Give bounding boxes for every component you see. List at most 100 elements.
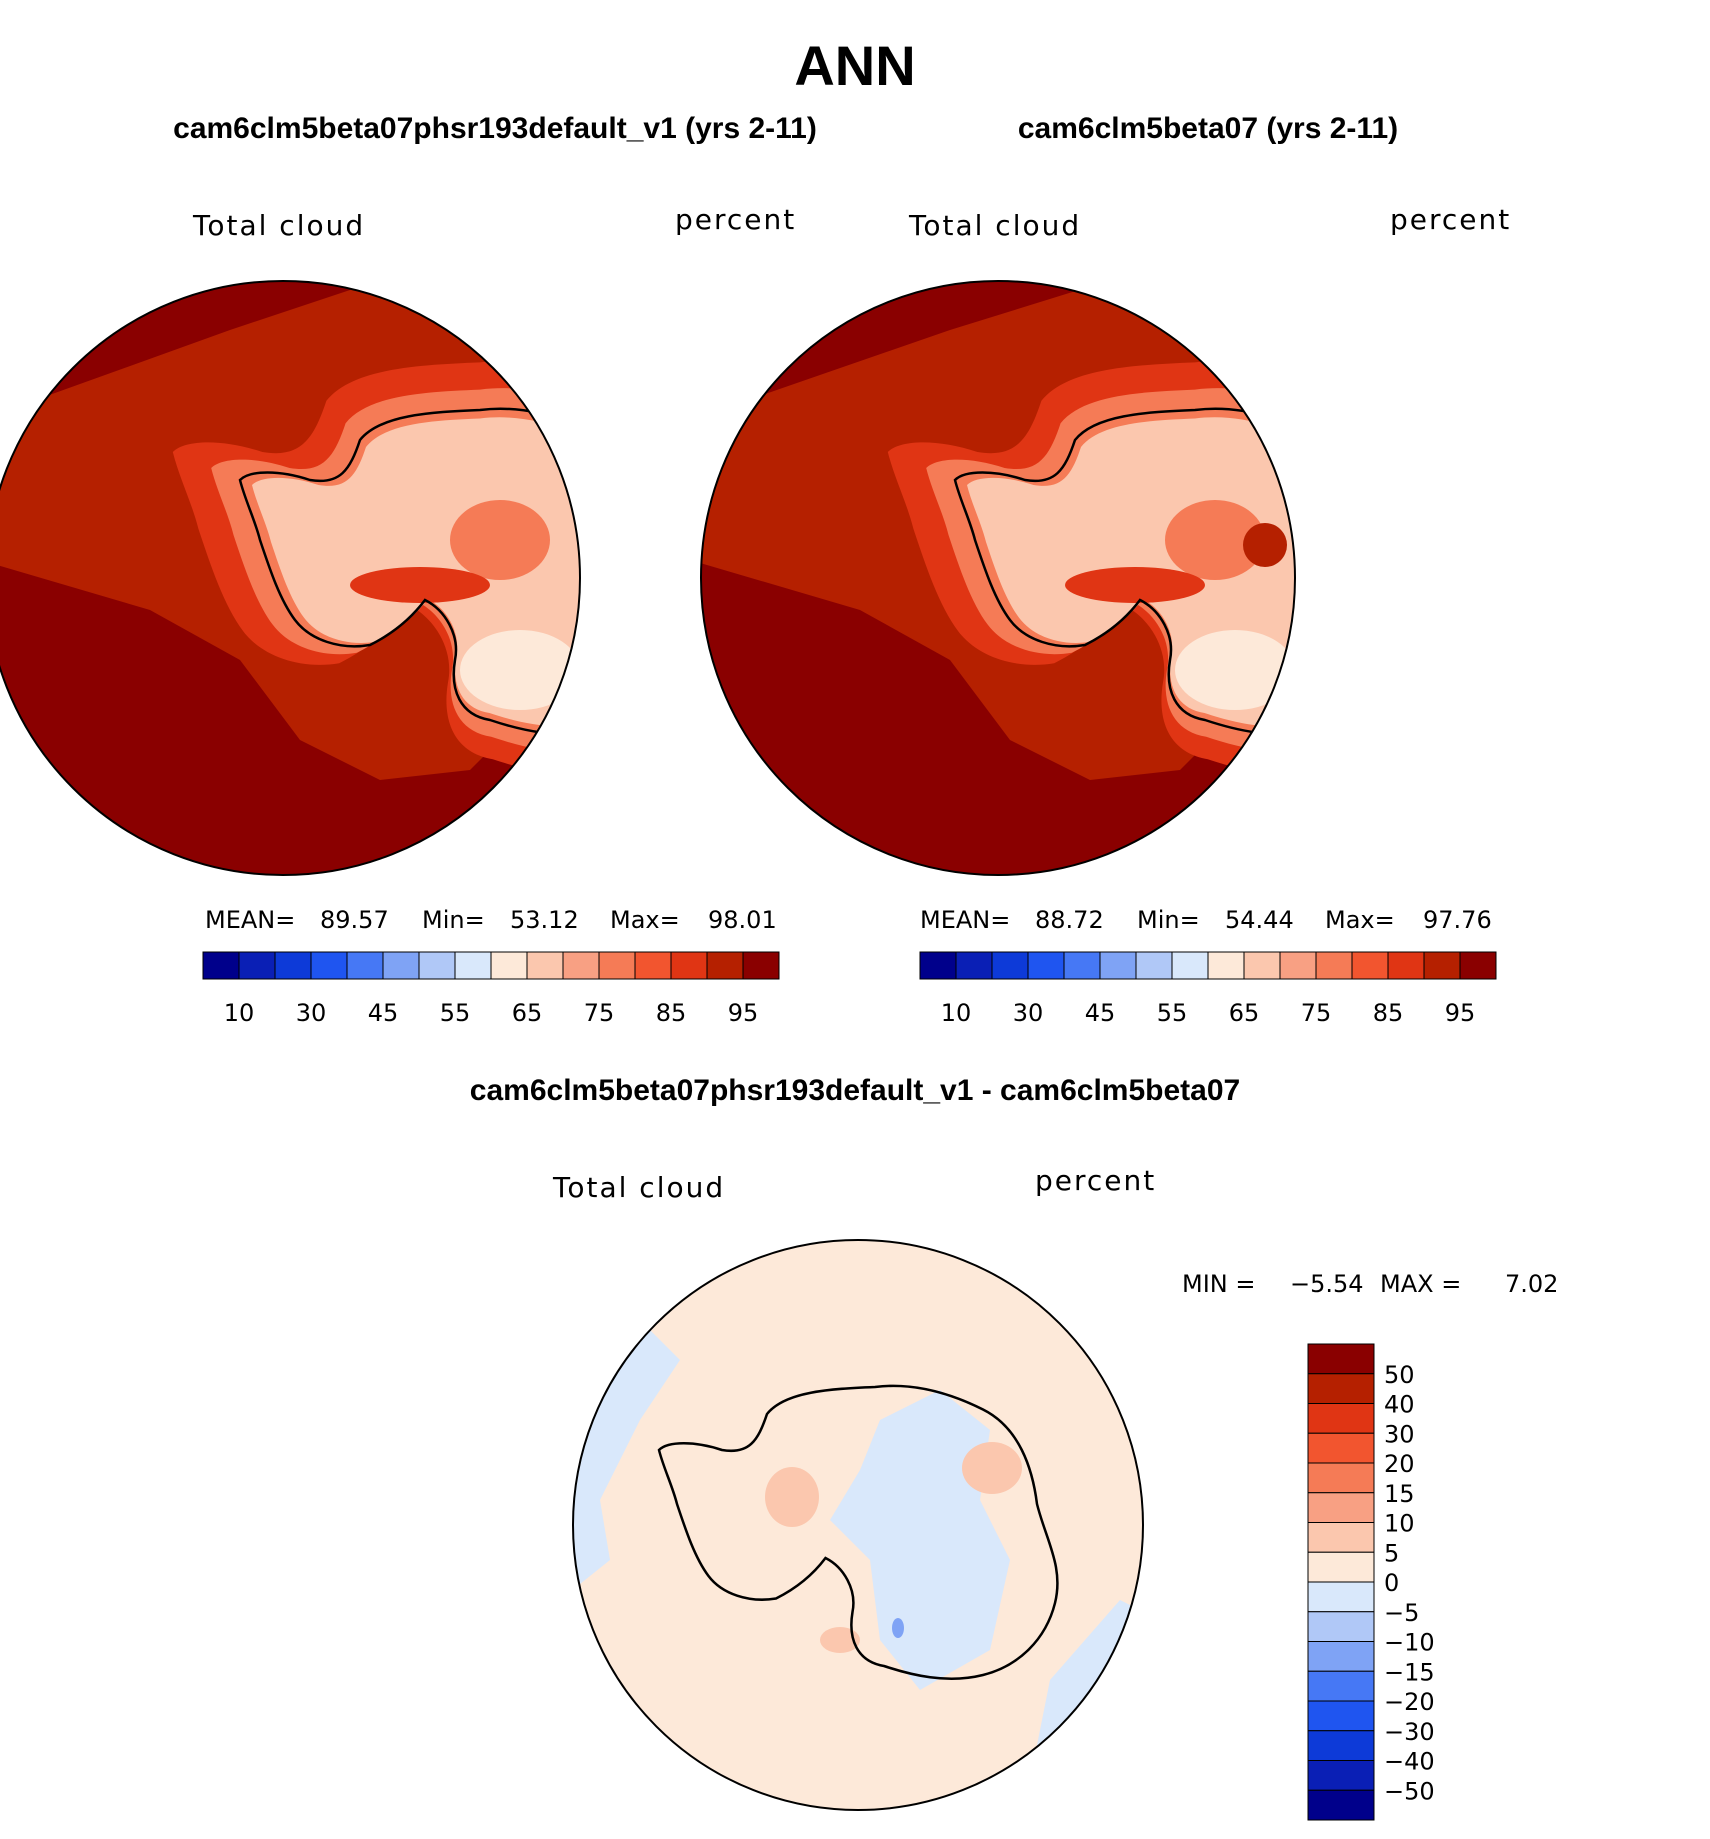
colorbar-diff-swatch xyxy=(1307,1670,1375,1702)
colorbar-right-swatch xyxy=(1423,951,1461,980)
panel-left-variable: Total cloud xyxy=(192,209,365,242)
colorbar-diff-tick-label: −20 xyxy=(1384,1688,1435,1716)
colorbar-left-swatch xyxy=(274,951,312,980)
colorbar-right-tick-label: 95 xyxy=(1445,999,1476,1027)
colorbar-right-swatch xyxy=(1387,951,1425,980)
colorbar-diff-tick-label: 5 xyxy=(1384,1539,1399,1567)
colorbar-diff-tick-label: 40 xyxy=(1384,1391,1415,1419)
colorbar-diff-swatch xyxy=(1307,1760,1375,1791)
colorbar-left-swatch xyxy=(346,951,384,980)
panel-left-max: 98.01 xyxy=(708,906,777,934)
colorbar-right-tick-label: 55 xyxy=(1157,999,1188,1027)
colorbar-left-swatch xyxy=(202,951,240,980)
colorbar-diff-tick-label: −5 xyxy=(1384,1599,1419,1627)
colorbar-right-swatch xyxy=(1207,951,1245,980)
colorbar-diff-swatch xyxy=(1307,1551,1375,1583)
diff-min-label: MIN = xyxy=(1182,1270,1255,1298)
colorbar-diff-swatch xyxy=(1307,1343,1375,1375)
colorbar-left-swatch xyxy=(670,951,708,980)
colorbar-diff-tick-label: −50 xyxy=(1384,1777,1435,1805)
colorbar-right-swatch xyxy=(1315,951,1353,980)
polar-map-right xyxy=(701,281,1295,875)
diff-max: 7.02 xyxy=(1505,1270,1558,1298)
panel-left-mean: 89.57 xyxy=(320,906,389,934)
colorbar-diff-tick-label: 20 xyxy=(1384,1450,1415,1478)
colorbar-left-swatch xyxy=(706,951,744,980)
colorbar-right-swatch xyxy=(1243,951,1281,980)
colorbar-left-tick-label: 95 xyxy=(728,999,759,1027)
colorbar-right: 10 30 45 55 65 75 85 95 xyxy=(919,951,1497,1027)
panel-right: cam6clm5beta07 (yrs 2-11) Total cloud pe… xyxy=(700,112,1511,1027)
polar-map-diff xyxy=(573,1240,1143,1810)
colorbar-right-swatch xyxy=(991,951,1029,980)
colorbar-diff-swatch xyxy=(1307,1581,1375,1613)
colorbar-left-swatch xyxy=(382,951,420,980)
panel-right-mean: 88.72 xyxy=(1035,906,1104,934)
colorbar-left-swatch xyxy=(310,951,348,980)
colorbar-diff-swatch xyxy=(1307,1432,1375,1464)
colorbar-right-swatch xyxy=(1135,951,1173,980)
colorbar-diff-tick-label: −10 xyxy=(1384,1629,1435,1657)
colorbar-diff-swatch xyxy=(1307,1522,1375,1553)
colorbar-right-tick-label: 45 xyxy=(1085,999,1116,1027)
colorbar-right-swatch xyxy=(955,951,993,980)
panel-left-max-label: Max= xyxy=(610,906,680,934)
colorbar-left-tick-label: 55 xyxy=(440,999,471,1027)
panel-right-title: cam6clm5beta07 (yrs 2-11) xyxy=(1018,112,1398,145)
colorbar-right-tick-label: 10 xyxy=(941,999,972,1027)
colorbar-diff-tick-label: 50 xyxy=(1384,1361,1415,1389)
panel-left-title: cam6clm5beta07phsr193default_v1 (yrs 2-1… xyxy=(173,112,817,145)
colorbar-diff-tick-label: −15 xyxy=(1384,1658,1435,1686)
colorbar-left-tick-label: 85 xyxy=(656,999,687,1027)
diff-title: cam6clm5beta07phsr193default_v1 - cam6cl… xyxy=(470,1074,1240,1107)
diff-units: percent xyxy=(1035,1164,1156,1197)
colorbar-diff-swatch xyxy=(1307,1373,1375,1404)
panel-left-min: 53.12 xyxy=(510,906,579,934)
colorbar-diff-swatch xyxy=(1307,1641,1375,1672)
colorbar-diff-swatch xyxy=(1307,1492,1375,1523)
colorbar-right-swatch xyxy=(1027,951,1065,980)
colorbar-diff-swatch xyxy=(1307,1700,1375,1732)
colorbar-left-swatch xyxy=(598,951,636,980)
panel-right-units: percent xyxy=(1390,203,1511,236)
colorbar-left-tick-label: 30 xyxy=(296,999,327,1027)
panel-right-max-label: Max= xyxy=(1325,906,1395,934)
diff-variable: Total cloud xyxy=(552,1171,725,1204)
colorbar-diff-swatch xyxy=(1307,1730,1375,1761)
colorbar-diff-swatch xyxy=(1307,1611,1375,1642)
colorbar-diff-swatch xyxy=(1307,1462,1375,1494)
panel-left: cam6clm5beta07phsr193default_v1 (yrs 2-1… xyxy=(0,112,817,1027)
colorbar-left-swatch xyxy=(454,951,492,980)
colorbar-diff-tick-label: 15 xyxy=(1384,1480,1415,1508)
panel-right-max: 97.76 xyxy=(1423,906,1492,934)
colorbar-left-tick-label: 65 xyxy=(512,999,543,1027)
panel-left-min-label: Min= xyxy=(422,906,485,934)
panel-right-min-label: Min= xyxy=(1137,906,1200,934)
colorbar-left: 10 30 45 55 65 75 85 95 xyxy=(202,951,780,1027)
colorbar-right-tick-label: 75 xyxy=(1301,999,1332,1027)
colorbar-right-swatch xyxy=(1171,951,1209,980)
panel-left-units: percent xyxy=(675,203,796,236)
colorbar-right-tick-label: 30 xyxy=(1013,999,1044,1027)
colorbar-diff-tick-label: 10 xyxy=(1384,1510,1415,1538)
colorbar-diff-tick-label: 0 xyxy=(1384,1569,1399,1597)
colorbar-diff-tick-label: −30 xyxy=(1384,1718,1435,1746)
page-title: ANN xyxy=(794,34,915,97)
polar-map-left xyxy=(0,281,580,875)
colorbar-left-tick-label: 10 xyxy=(224,999,255,1027)
panel-diff: cam6clm5beta07phsr193default_v1 - cam6cl… xyxy=(470,1074,1558,1821)
colorbar-left-swatch xyxy=(742,951,780,980)
colorbar-diff-swatch xyxy=(1307,1789,1375,1821)
panel-left-mean-label: MEAN= xyxy=(205,906,295,934)
panel-right-min: 54.44 xyxy=(1225,906,1294,934)
colorbar-right-swatch xyxy=(919,951,957,980)
colorbar-left-swatch xyxy=(634,951,672,980)
panel-right-variable: Total cloud xyxy=(908,209,1081,242)
colorbar-diff-swatch xyxy=(1307,1403,1375,1434)
colorbar-right-swatch xyxy=(1063,951,1101,980)
colorbar-left-swatch xyxy=(418,951,456,980)
colorbar-right-swatch xyxy=(1351,951,1389,980)
colorbar-left-tick-label: 75 xyxy=(584,999,615,1027)
